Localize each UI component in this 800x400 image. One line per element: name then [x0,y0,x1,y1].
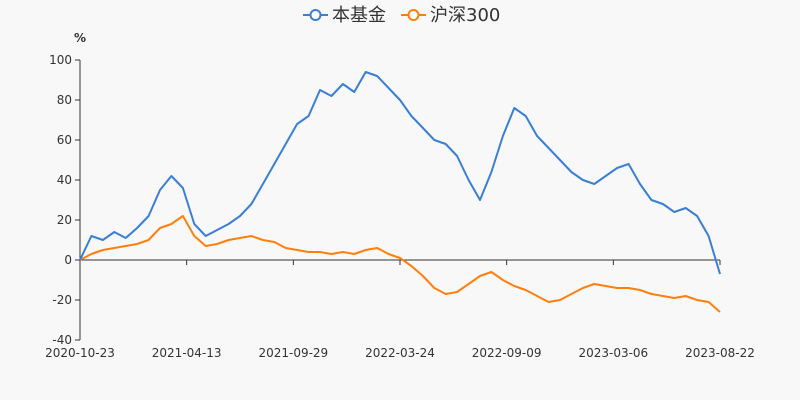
legend-item-1[interactable]: 沪深300 [401,5,500,26]
series-layer [79,71,721,313]
legend-label: 沪深300 [430,5,500,26]
y-axis: -40 -20 0 20 40 60 80 100 [49,53,81,347]
series-line-1[interactable] [79,215,721,313]
y-tick-label: 100 [49,53,72,67]
y-tick-label: 40 [57,173,72,187]
legend-label: 本基金 [332,5,386,26]
x-tick-label: 2021-09-29 [258,346,328,360]
legend-marker-icon [309,9,322,21]
x-tick-label: 2023-08-22 [685,346,755,360]
y-axis-unit-label: % [74,31,86,45]
y-tick-label: 60 [57,133,72,147]
x-tick-label: 2020-10-23 [45,346,115,360]
x-axis: 2020-10-23 2021-04-13 2021-09-29 2022-03-24… [45,259,755,360]
y-tick-label: -40 [52,333,72,347]
legend[interactable]: 本基金 沪深300 [303,5,500,26]
legend-item-0[interactable]: 本基金 [303,5,386,26]
x-tick-label: 2021-04-13 [152,346,222,360]
x-tick-label: 2023-03-06 [578,346,648,360]
y-tick-label: 80 [57,93,72,107]
series-line-0[interactable] [79,71,721,275]
x-tick-label: 2022-03-24 [365,346,435,360]
x-tick-label: 2022-09-09 [472,346,542,360]
y-tick-label: 20 [57,213,72,227]
y-tick-label: -20 [52,293,72,307]
legend-marker-icon [407,9,420,21]
y-tick-label: 0 [64,253,72,267]
